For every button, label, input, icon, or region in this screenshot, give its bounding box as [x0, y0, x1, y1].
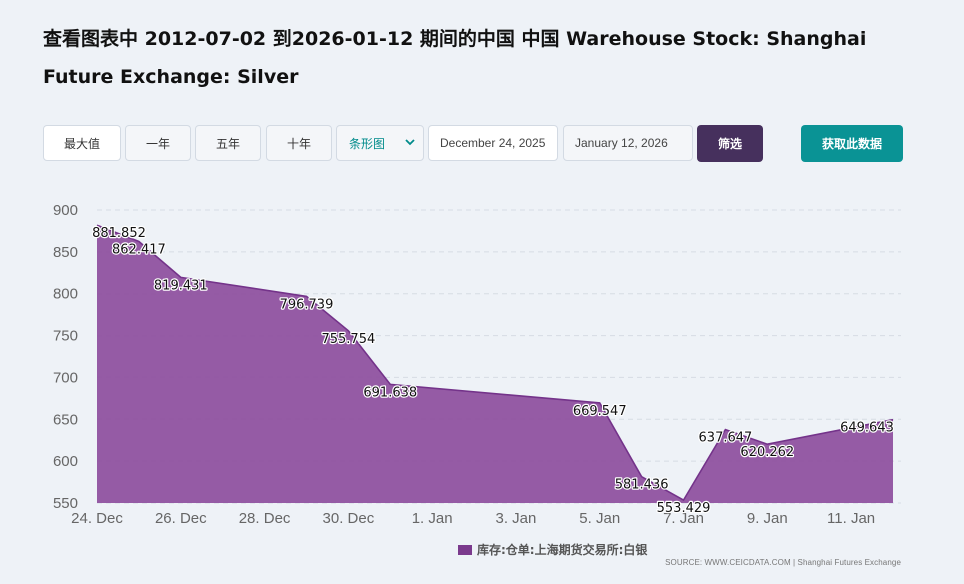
y-tick-label: 600 — [53, 453, 78, 470]
range-max-button[interactable]: 最大值 — [43, 125, 121, 161]
source-note: SOURCE: WWW.CEICDATA.COM | Shanghai Futu… — [665, 558, 901, 567]
chart-type-select[interactable]: 条形图 — [336, 125, 424, 161]
chart-type-value: 条形图 — [349, 136, 386, 151]
x-tick-label: 24. Dec — [71, 510, 123, 527]
y-tick-label: 800 — [53, 286, 78, 303]
series-line — [96, 224, 894, 502]
x-tick-label: 26. Dec — [155, 510, 207, 527]
date-to-input[interactable]: January 12, 2026 — [563, 125, 693, 161]
data-label: 581.436 — [615, 478, 669, 493]
data-label: 649.643 — [840, 421, 894, 436]
x-tick-label: 9. Jan — [747, 510, 788, 527]
data-label: 637.647 — [699, 431, 753, 446]
data-label: 881.852 — [92, 226, 146, 241]
data-label: 669.547 — [573, 404, 627, 419]
x-tick-label: 1. Jan — [412, 510, 453, 527]
y-tick-label: 850 — [53, 244, 78, 261]
x-tick-label: 11. Jan — [827, 510, 875, 527]
legend-swatch — [458, 544, 472, 555]
data-label: 755.754 — [321, 332, 375, 347]
range-1y-button[interactable]: 一年 — [125, 125, 191, 161]
y-tick-label: 900 — [53, 202, 78, 219]
y-tick-label: 650 — [53, 411, 78, 428]
x-tick-label: 28. Dec — [239, 510, 291, 527]
data-label: 620.262 — [740, 445, 794, 460]
data-label: 691.638 — [363, 385, 417, 400]
area-fill — [97, 225, 893, 503]
page-title: 查看图表中 2012-07-02 到2026-01-12 期间的中国 中国 Wa… — [43, 28, 867, 88]
x-axis-ticks: 24. Dec 26. Dec 28. Dec 30. Dec 1. Jan 3. Jan… — [71, 510, 875, 527]
chart-legend[interactable]: 库存:仓单:上海期货交易所:白银 — [458, 541, 647, 558]
x-tick-label: 3. Jan — [496, 510, 537, 527]
y-tick-label: 750 — [53, 328, 78, 345]
x-tick-label: 7. Jan — [663, 510, 704, 527]
x-tick-label: 30. Dec — [323, 510, 375, 527]
range-10y-button[interactable]: 十年 — [266, 125, 332, 161]
filter-button[interactable]: 筛选 — [697, 125, 763, 162]
data-label: 796.739 — [280, 297, 334, 312]
x-tick-label: 5. Jan — [579, 510, 620, 527]
date-from-input[interactable]: December 24, 2025 — [428, 125, 558, 161]
data-label: 553.429 — [657, 501, 711, 516]
y-tick-label: 700 — [53, 369, 78, 386]
chevron-down-icon — [405, 139, 415, 146]
y-tick-label: 550 — [53, 495, 78, 512]
get-data-button[interactable]: 获取此数据 — [801, 125, 903, 162]
legend-label: 库存:仓单:上海期货交易所:白银 — [477, 543, 648, 557]
data-label: 862.417 — [112, 242, 166, 257]
data-label: 819.431 — [154, 278, 208, 293]
series-area — [96, 224, 894, 503]
y-axis-ticks: 550 600 650 700 750 800 850 900 — [53, 202, 78, 512]
range-5y-button[interactable]: 五年 — [195, 125, 261, 161]
